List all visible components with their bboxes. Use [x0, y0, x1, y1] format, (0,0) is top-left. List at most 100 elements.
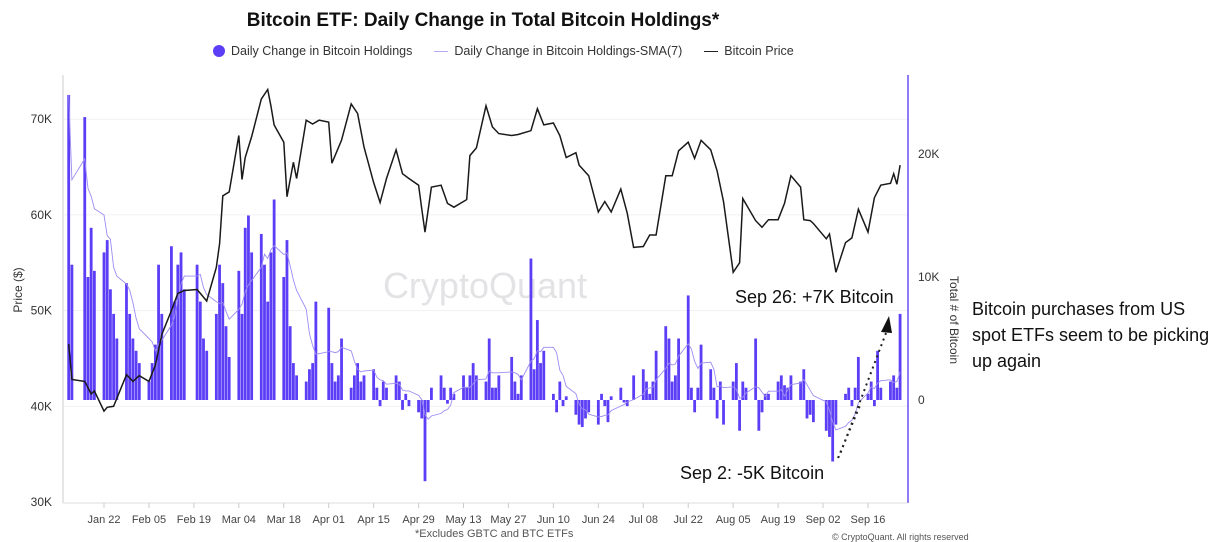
holdings-bar — [895, 387, 899, 400]
x-tick-label: Feb 19 — [177, 514, 211, 526]
holdings-bar — [295, 375, 298, 400]
legend-dot-icon — [213, 45, 225, 57]
holdings-bar — [340, 338, 343, 400]
holdings-bar — [529, 258, 533, 400]
holdings-bar — [609, 396, 613, 400]
x-tick-label: Aug 05 — [716, 514, 751, 526]
legend-item-price[interactable]: Bitcoin Price — [704, 44, 794, 58]
x-tick-label: Sep 16 — [851, 514, 886, 526]
holdings-bar — [510, 356, 514, 400]
holdings-bar — [125, 283, 128, 400]
holdings-bar — [134, 350, 138, 400]
left-tick-label: 60K — [31, 208, 52, 222]
holdings-bar — [474, 375, 478, 400]
copyright: © CryptoQuant. All rights reserved — [832, 532, 969, 542]
holdings-bar — [131, 338, 135, 400]
holdings-bar — [664, 326, 668, 400]
holdings-bar — [767, 393, 770, 400]
holdings-bar — [718, 381, 722, 400]
holdings-bar — [160, 313, 164, 400]
holdings-bar — [128, 313, 132, 400]
holdings-bar — [789, 375, 793, 400]
holdings-bar — [491, 387, 494, 400]
legend-label: Daily Change in Bitcoin Holdings — [231, 44, 413, 58]
holdings-bar — [757, 400, 761, 431]
holdings-bar — [243, 227, 247, 400]
holdings-bar — [378, 400, 382, 407]
legend-item-holdings[interactable]: Daily Change in Bitcoin Holdings — [213, 44, 412, 58]
holdings-bar — [67, 94, 71, 401]
arrow-up-sep26 — [838, 332, 887, 458]
holdings-bar — [808, 400, 812, 415]
holdings-bar — [853, 387, 857, 400]
holdings-bar — [471, 363, 475, 400]
holdings-bar — [314, 301, 318, 400]
holdings-bar — [173, 301, 177, 400]
holdings-bar — [137, 363, 141, 400]
holdings-bar — [513, 381, 517, 400]
holdings-bar — [722, 400, 725, 425]
holdings-bar — [892, 375, 896, 400]
holdings-bar — [542, 350, 546, 400]
legend: Daily Change in Bitcoin Holdings Daily C… — [213, 44, 794, 58]
holdings-bar — [850, 400, 854, 407]
holdings-bar — [247, 215, 250, 400]
holdings-bar — [359, 381, 363, 400]
holdings-bar — [696, 387, 700, 400]
holdings-bar — [879, 387, 883, 400]
holdings-bar — [362, 375, 366, 400]
holdings-bar — [577, 400, 581, 425]
watermark: CryptoQuant — [383, 265, 587, 306]
holdings-bar — [112, 313, 116, 400]
holdings-bar — [304, 381, 308, 400]
holdings-bar — [670, 381, 674, 400]
x-tick-label: Mar 18 — [267, 514, 301, 526]
holdings-bar — [439, 375, 443, 400]
x-tick-label: Apr 01 — [312, 514, 344, 526]
holdings-bar — [86, 277, 90, 400]
holdings-bar — [452, 393, 456, 400]
holdings-bar — [651, 381, 655, 400]
holdings-bar — [224, 326, 228, 400]
holdings-bar — [587, 400, 591, 413]
holdings-bar — [266, 301, 270, 400]
holdings-bar — [731, 381, 735, 400]
legend-label: Daily Change in Bitcoin Holdings-SMA(7) — [454, 44, 683, 58]
holdings-bar — [494, 387, 498, 400]
holdings-bar — [709, 369, 713, 400]
legend-item-sma[interactable]: Daily Change in Bitcoin Holdings-SMA(7) — [434, 44, 682, 58]
holdings-bar — [449, 387, 453, 400]
holdings-bar — [70, 264, 74, 400]
x-tick-label: Jul 22 — [674, 514, 703, 526]
left-axis-label: Price ($) — [11, 267, 25, 312]
x-tick-label: Jul 08 — [629, 514, 658, 526]
legend-line-icon — [434, 50, 449, 52]
holdings-bar — [497, 375, 501, 400]
holdings-bar — [648, 393, 652, 400]
holdings-bar — [632, 375, 636, 400]
holdings-bar — [690, 387, 693, 400]
holdings-bar — [580, 400, 584, 428]
right-tick-label: 0 — [918, 393, 925, 407]
x-tick-label: Jun 24 — [582, 514, 615, 526]
holdings-bar — [404, 393, 408, 400]
holdings-bar — [744, 387, 748, 400]
holdings-bar — [584, 400, 587, 419]
holdings-bar — [465, 387, 469, 400]
holdings-bar — [783, 385, 786, 400]
left-tick-label: 30K — [31, 495, 52, 509]
holdings-bar — [182, 289, 186, 400]
holdings-bar — [699, 344, 703, 400]
holdings-bar — [291, 363, 295, 400]
holdings-bar — [619, 387, 623, 400]
holdings-bar — [83, 117, 87, 400]
legend-label: Bitcoin Price — [724, 44, 794, 58]
holdings-bar — [516, 393, 520, 400]
x-tick-label: Feb 05 — [132, 514, 166, 526]
holdings-bar — [407, 400, 411, 407]
holdings-bar — [786, 387, 790, 400]
sma-line — [68, 94, 901, 431]
holdings-bar — [153, 344, 157, 400]
holdings-bar — [519, 375, 523, 400]
holdings-bar — [202, 338, 205, 400]
